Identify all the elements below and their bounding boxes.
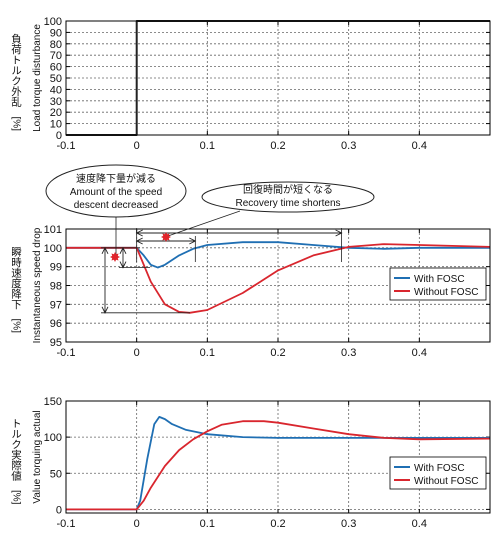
y-tick-label: 100 xyxy=(44,243,62,255)
y-axis-label-en: Value torquing actual xyxy=(32,410,43,503)
legend: With FOSC Without FOSC xyxy=(389,456,487,490)
annotation-text: descent decreased xyxy=(74,200,159,211)
x-tick-label: 0.2 xyxy=(270,140,285,152)
y-tick-label: 10 xyxy=(50,119,62,131)
x-tick-label: 0 xyxy=(134,140,140,152)
y-tick-label: 101 xyxy=(44,224,62,236)
y-tick-label: 95 xyxy=(50,337,62,349)
chart-panel-3: -0.1 0 0.1 0.2 0.3 0.4 0 50 100 150 トルク実際値 [%] Value… xyxy=(10,396,491,530)
chart-panel-1: -0.1 0 0.1 0.2 0.3 0.40102030405060708090100負… xyxy=(10,16,491,152)
y-tick-label: 0 xyxy=(56,130,62,142)
x-tick-label: 0 xyxy=(134,347,140,359)
legend-label: With FOSC xyxy=(414,274,465,285)
y-tick-label: 20 xyxy=(50,107,62,119)
drop-arrow-without-head xyxy=(101,246,109,255)
y-tick-label: 50 xyxy=(50,468,62,480)
x-tick-label: 0.4 xyxy=(412,140,427,152)
annotation-pointer xyxy=(167,210,241,237)
y-tick-label: 100 xyxy=(44,432,62,444)
y-tick-label: 30 xyxy=(50,96,62,108)
x-tick-label: 0.1 xyxy=(200,518,215,530)
y-tick-label: 96 xyxy=(50,318,62,330)
x-tick-label: 0.3 xyxy=(341,140,356,152)
x-tick-label: 0.1 xyxy=(200,140,215,152)
plot-frame xyxy=(65,400,491,514)
x-tick-label: 0.1 xyxy=(200,347,215,359)
y-tick-label: 50 xyxy=(50,73,62,85)
series-line-with-fosc xyxy=(66,241,490,269)
drop-arrow-with-head xyxy=(119,261,127,269)
y-axis-label-ja: 瞬時速度降下 xyxy=(10,246,22,311)
y-tick-label: 97 xyxy=(50,299,62,311)
annotation-marker xyxy=(110,252,120,262)
y-tick-label: 99 xyxy=(50,262,62,274)
y-axis-unit: [%] xyxy=(11,319,22,334)
legend-box xyxy=(389,456,487,490)
y-tick-label: 100 xyxy=(44,16,62,28)
y-axis-label-ja: 負荷トルク外乱 xyxy=(10,34,22,108)
chart-panel-2: -0.1 0 0.1 0.2 0.3 0.4 95 96 97 98 99 100 101 瞬時速度降下 [… xyxy=(10,164,491,359)
y-tick-label: 60 xyxy=(50,62,62,74)
annotation-text: Amount of the speed xyxy=(70,187,162,198)
series-line-without-fosc xyxy=(66,420,491,511)
annotation-bubble xyxy=(201,181,375,213)
annotations: 速度降下量が減る Amount of the speed descent decre… xyxy=(45,164,375,314)
x-tick-label: -0.1 xyxy=(57,140,76,152)
y-axis-label-en: Instantaneous speed drop xyxy=(32,227,43,343)
annotation-text: Recovery time shortens xyxy=(235,198,340,209)
plot-frame xyxy=(65,20,491,136)
y-axis-label-en: Load torque disturbance xyxy=(32,24,43,132)
x-tick-label: 0.4 xyxy=(412,518,427,530)
annotation-marker xyxy=(161,232,171,242)
y-tick-label: 0 xyxy=(56,504,62,516)
y-tick-label: 40 xyxy=(50,84,62,96)
drop-arrow-with-head xyxy=(119,246,127,255)
x-tick-label: 0.3 xyxy=(341,518,356,530)
y-tick-label: 150 xyxy=(44,396,62,408)
x-tick-label: -0.1 xyxy=(57,518,76,530)
drop-arrow-without-head xyxy=(101,306,109,314)
annotation-text: 速度降下量が減る xyxy=(76,172,156,185)
legend-box xyxy=(389,267,487,301)
legend: With FOSC Without FOSC xyxy=(389,267,487,301)
y-axis-label-ja: トルク実際値 xyxy=(10,418,22,482)
legend-label: With FOSC xyxy=(414,463,465,474)
y-tick-label: 98 xyxy=(50,281,62,293)
x-tick-label: 0 xyxy=(134,518,140,530)
legend-label: Without FOSC xyxy=(414,476,478,487)
series-line-without-fosc xyxy=(66,243,491,314)
plot-frame xyxy=(65,228,491,343)
annotation-text: 回復時間が短くなる xyxy=(243,183,333,196)
legend-label: Without FOSC xyxy=(414,287,478,298)
y-tick-label: 90 xyxy=(50,27,62,39)
y-tick-label: 80 xyxy=(50,39,62,51)
x-tick-label: -0.1 xyxy=(57,347,76,359)
series-line-with-fosc xyxy=(66,415,490,511)
y-axis-unit: [%] xyxy=(11,117,22,132)
y-axis-unit: [%] xyxy=(11,490,22,505)
y-tick-label: 70 xyxy=(50,50,62,62)
x-tick-label: 0.2 xyxy=(270,518,285,530)
x-tick-label: 0.4 xyxy=(412,347,427,359)
x-tick-label: 0.2 xyxy=(270,347,285,359)
x-tick-label: 0.3 xyxy=(341,347,356,359)
